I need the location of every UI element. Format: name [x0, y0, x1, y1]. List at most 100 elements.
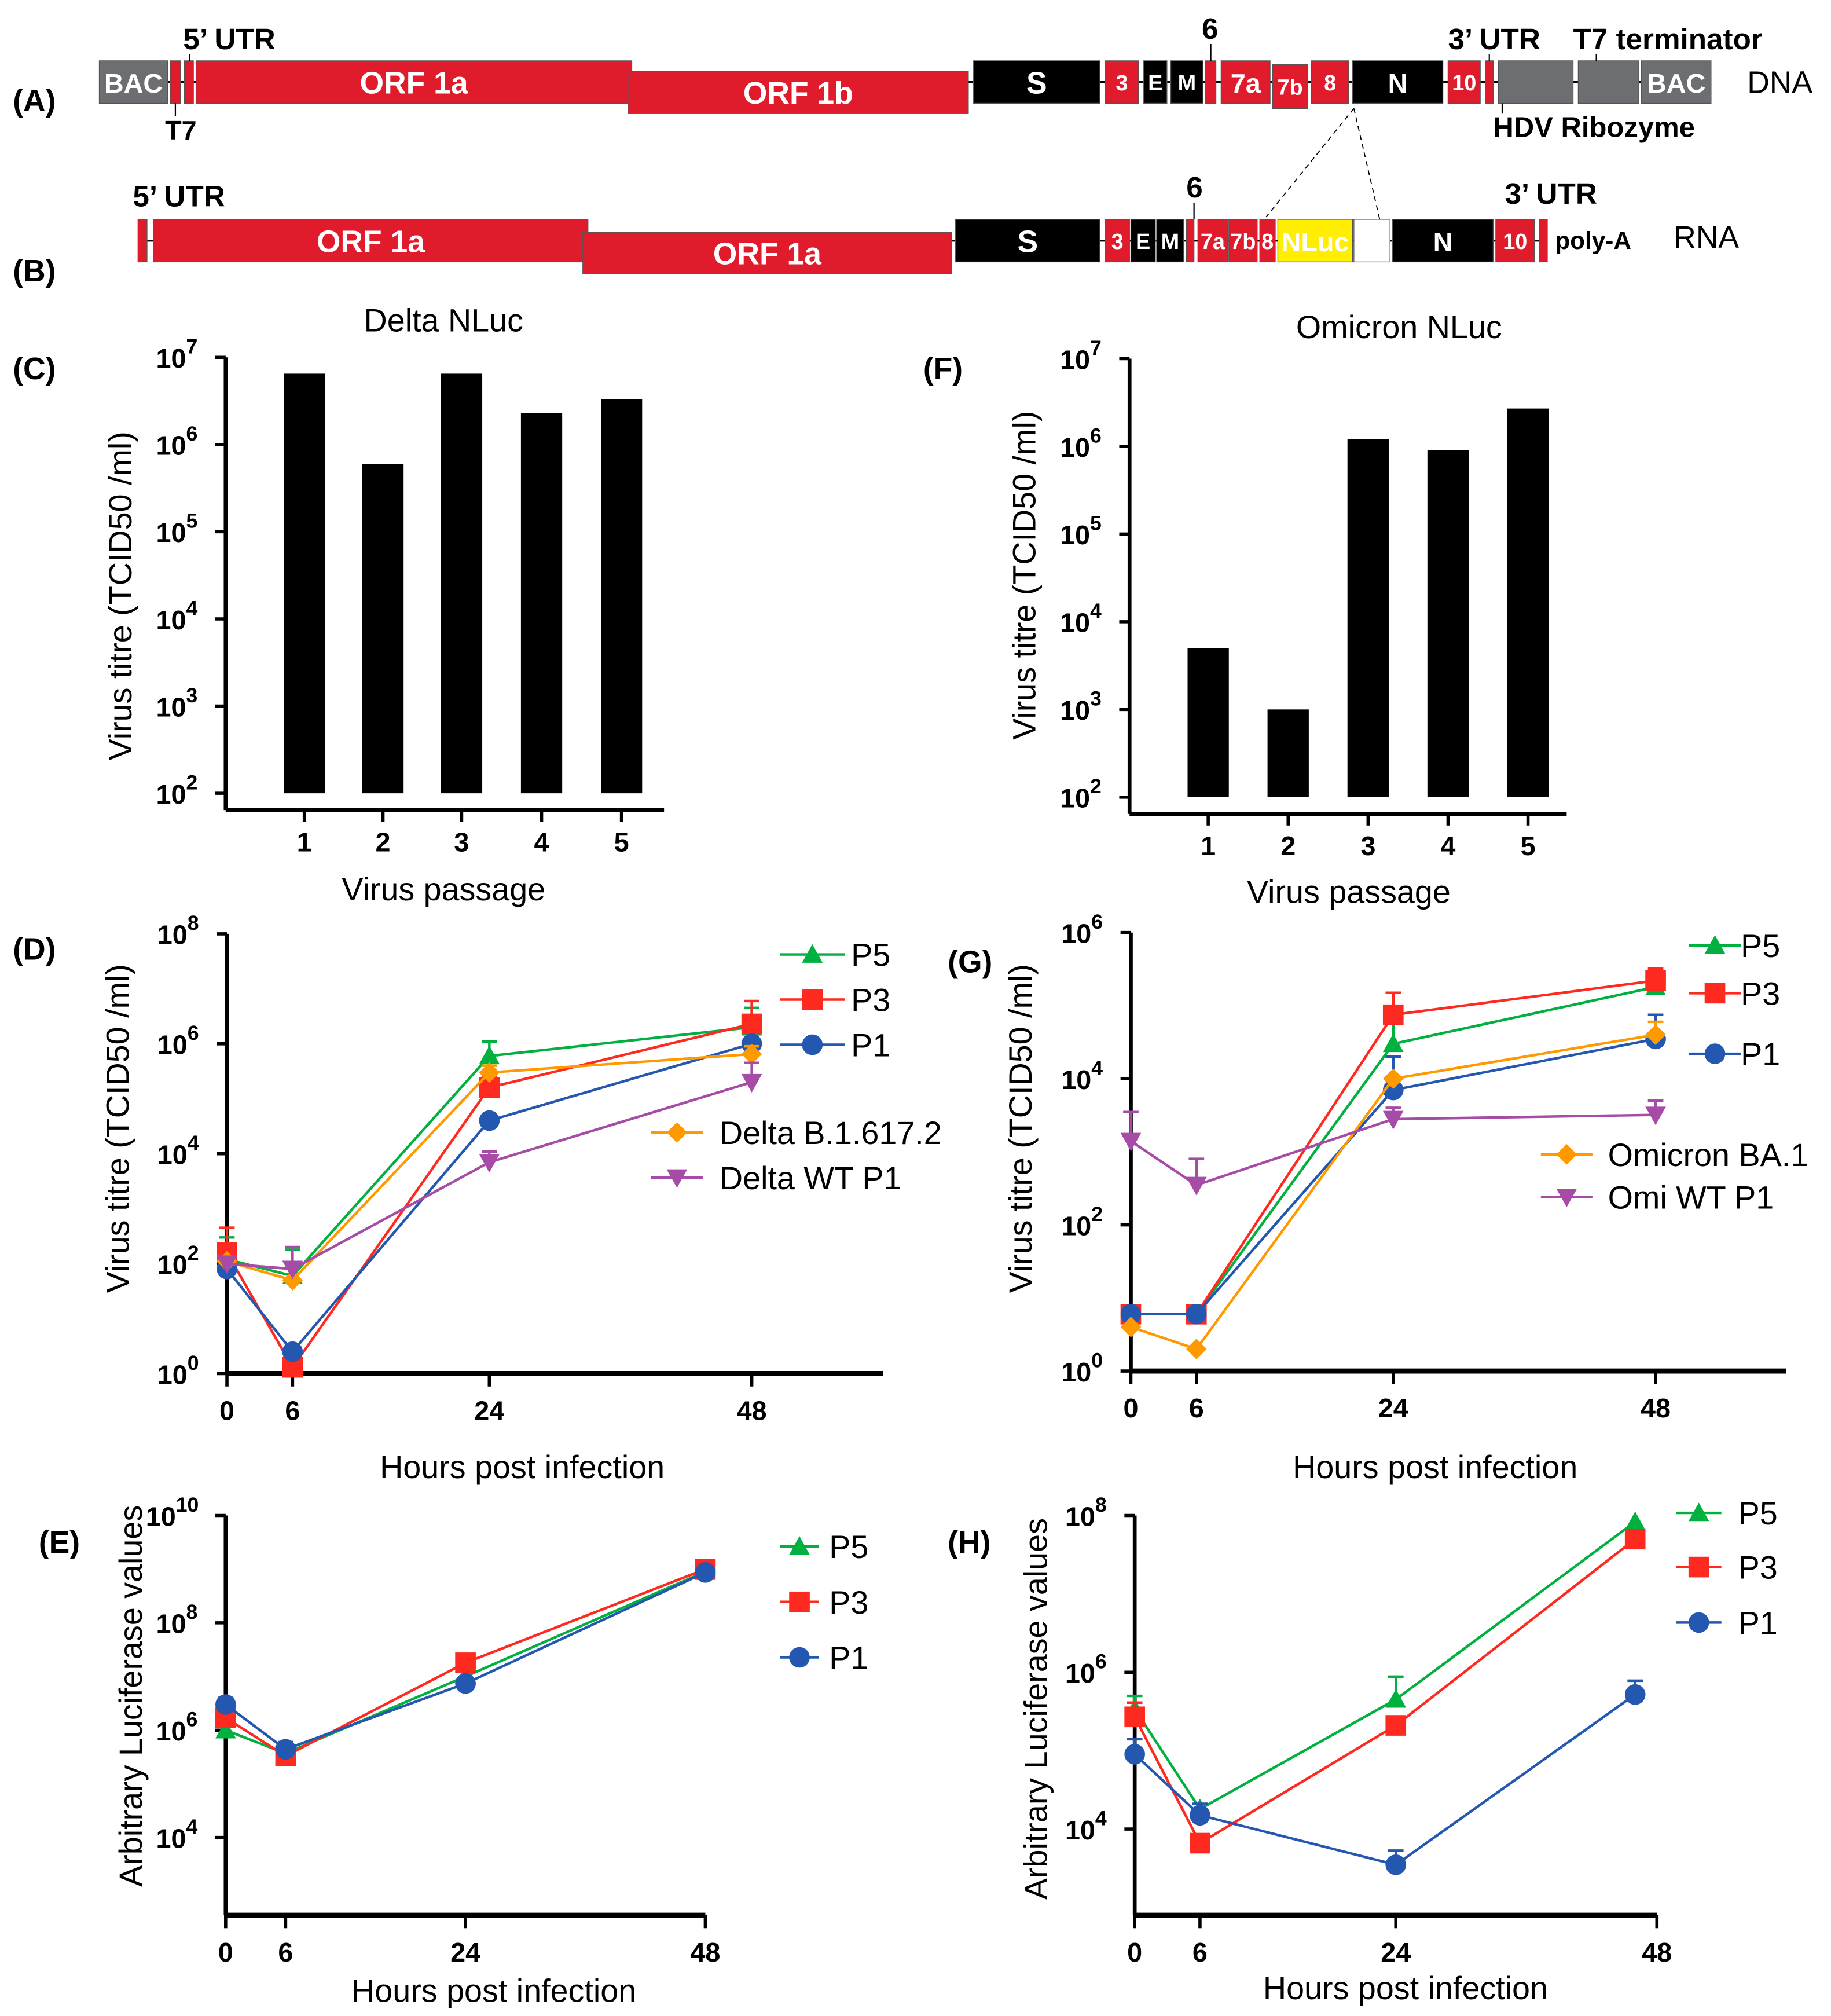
segment-label: NLuc [1282, 227, 1349, 257]
panel-label: (D) [13, 932, 56, 966]
segment-box [1352, 60, 1444, 104]
bar-passage-5 [1507, 408, 1549, 797]
y-tick-label: 100 [157, 1351, 199, 1390]
legend-item-omi-wt-p1: Omi WT P1 [1540, 1179, 1774, 1215]
y-axis-title: Virus titre (TCID50 /ml) [100, 964, 136, 1293]
segment-label: 7a [1231, 68, 1261, 98]
legend-marker-icon [789, 1591, 810, 1612]
dna-segment-spacer [1485, 60, 1494, 104]
legend-label: Delta B.1.617.2 [720, 1115, 942, 1151]
segment-label: 3 [1116, 71, 1128, 96]
segment-label: 8 [1261, 230, 1274, 254]
data-point [1186, 1339, 1207, 1359]
segment-label: E [1136, 230, 1150, 254]
segment-box [1311, 60, 1349, 104]
dna-segment-orf-1b: ORF 1b [628, 71, 969, 114]
segment-box [582, 232, 952, 274]
legend-label: P1 [1738, 1605, 1778, 1641]
y-tick-label: 100 [1061, 1348, 1103, 1387]
legend-marker-icon [1688, 1556, 1709, 1578]
legend-label: P1 [851, 1028, 890, 1064]
segment-box [1539, 219, 1548, 263]
y-tick-label: 102 [1061, 1203, 1103, 1241]
series-delta-wt-p1 [217, 1061, 762, 1280]
y-axis-title: Virus titre (TCID50 /ml) [1003, 964, 1039, 1293]
legend-item-p5: P5 [780, 1529, 868, 1565]
chart-panel-f: (F) Virus titre (TCID50 /ml) Virus passage… [923, 309, 1567, 910]
series-line [225, 1571, 706, 1751]
y-axis-title: Arbitrary Luciferase values [1018, 1518, 1054, 1900]
dna-segment-e: E [1143, 60, 1168, 104]
y-tick-label: 104 [157, 1131, 199, 1170]
y-tick-label: 105 [1060, 512, 1102, 551]
data-point [479, 1110, 500, 1131]
segment-box [1228, 219, 1258, 263]
bar-passage-4 [1427, 450, 1469, 797]
legend-marker-icon [1704, 935, 1726, 954]
segment-label: ORF 1a [713, 237, 822, 272]
dna-t7-terminator-label: T7 terminator [1573, 23, 1763, 56]
series-p1 [1124, 1679, 1646, 1875]
panel-label-b: (B) [13, 254, 56, 288]
series-line [1131, 1038, 1656, 1316]
legend-label: P3 [829, 1585, 868, 1621]
legend-label: Omicron BA.1 [1608, 1137, 1809, 1173]
segment-label: 3 [1111, 230, 1124, 254]
legend-marker-icon [666, 1169, 688, 1188]
series-line [1133, 1538, 1636, 1845]
x-tick-label: 48 [1642, 1937, 1672, 1967]
rna-segment-8: 8 [1259, 219, 1276, 263]
y-axis-title: Virus titre (TCID50 /ml) [102, 431, 138, 760]
dna-construct-row: BAC ORF 1a ORF 1b S 3 E M 7a 7b 8 N 10 BAC [98, 60, 1712, 114]
data-point [1120, 1317, 1142, 1337]
x-tick-label: 0 [218, 1937, 233, 1967]
legend-item-p1: P1 [780, 1028, 890, 1064]
panel-label-a: (A) [13, 84, 56, 118]
series-p3 [215, 1559, 716, 1766]
segment-box [1277, 219, 1353, 263]
legend-item-p3: P3 [780, 1585, 868, 1621]
x-tick-label: 0 [219, 1396, 234, 1426]
legend-label: P5 [851, 937, 890, 973]
panel-label: (F) [923, 352, 963, 386]
rna-segment-3: 3 [1105, 219, 1130, 263]
data-point [1645, 1106, 1666, 1126]
x-tick-label: 5 [1521, 831, 1536, 861]
y-axis-title: Arbitrary Luciferase values [113, 1505, 149, 1887]
dna-segment-spacer [170, 60, 181, 104]
bar-passage-5 [600, 399, 643, 794]
segment-label: ORF 1a [359, 66, 468, 100]
data-point [215, 1694, 236, 1715]
segment-label: BAC [1647, 68, 1705, 98]
legend-item-p3: P3 [780, 983, 890, 1018]
segment-label: 7b [1277, 76, 1302, 100]
legend-marker-icon [1704, 1043, 1726, 1064]
rna-genome-row: ORF 1a ORF 1a S 3 E M 7a 7b 8 NLuc 2A N 10 [137, 219, 1548, 274]
x-tick-label: 0 [1127, 1937, 1142, 1967]
y-tick-label: 104 [1065, 1806, 1107, 1845]
data-point [1186, 1303, 1207, 1325]
x-axis-title: Virus passage [1247, 874, 1451, 910]
bar-passage-4 [520, 413, 563, 794]
x-tick-label: 24 [450, 1937, 480, 1967]
segment-box [98, 60, 168, 104]
segment-box [1186, 219, 1195, 263]
bar-passage-3 [441, 373, 483, 794]
y-tick-label: 107 [1060, 336, 1102, 375]
rna-poly-a-label: poly-A [1555, 227, 1631, 254]
legend-marker-icon [802, 1034, 823, 1055]
segment-box [1143, 60, 1168, 104]
segment-box [137, 219, 148, 263]
legend-item-delta-wt-p1: Delta WT P1 [651, 1160, 901, 1196]
segment-label: 8 [1324, 71, 1336, 96]
segment-box [1170, 60, 1203, 104]
segment-box [153, 219, 589, 263]
rna-segment-n: N [1392, 219, 1494, 263]
y-axis-title: Virus titre (TCID50 /ml) [1007, 411, 1043, 740]
data-point [217, 1255, 237, 1274]
rna-segment-nluc: NLuc [1277, 219, 1353, 263]
zoom-guide-left [1265, 108, 1355, 218]
legend-label: Omi WT P1 [1608, 1179, 1774, 1215]
legend-marker-icon [1556, 1143, 1577, 1165]
